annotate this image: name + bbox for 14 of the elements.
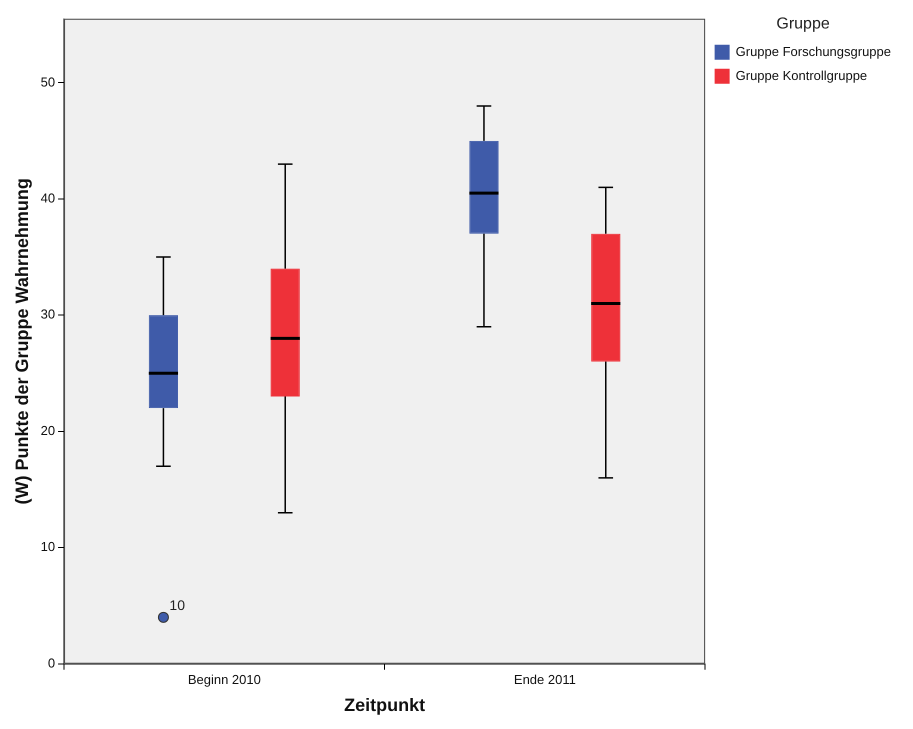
y-axis-title: (W) Punkte der Gruppe Wahrnehmung xyxy=(12,178,32,504)
y-tick-label: 0 xyxy=(48,655,56,670)
y-tick-label: 30 xyxy=(40,306,56,322)
x-axis-title: Zeitpunkt xyxy=(344,695,426,716)
annotation: 10 xyxy=(169,597,186,614)
y-tick-label: 10 xyxy=(40,539,56,554)
y-tick-label: 40 xyxy=(40,190,56,206)
y-tick-label: 50 xyxy=(40,74,56,90)
legend-label: Gruppe Forschungsgruppe xyxy=(736,44,892,59)
x-tick-label: Beginn 2010 xyxy=(188,672,261,688)
legend-label: Gruppe Kontrollgruppe xyxy=(736,68,868,83)
x-tick-label: Ende 2011 xyxy=(514,672,576,688)
y-tick-label: 20 xyxy=(40,422,56,438)
legend-title: Gruppe xyxy=(776,15,830,32)
